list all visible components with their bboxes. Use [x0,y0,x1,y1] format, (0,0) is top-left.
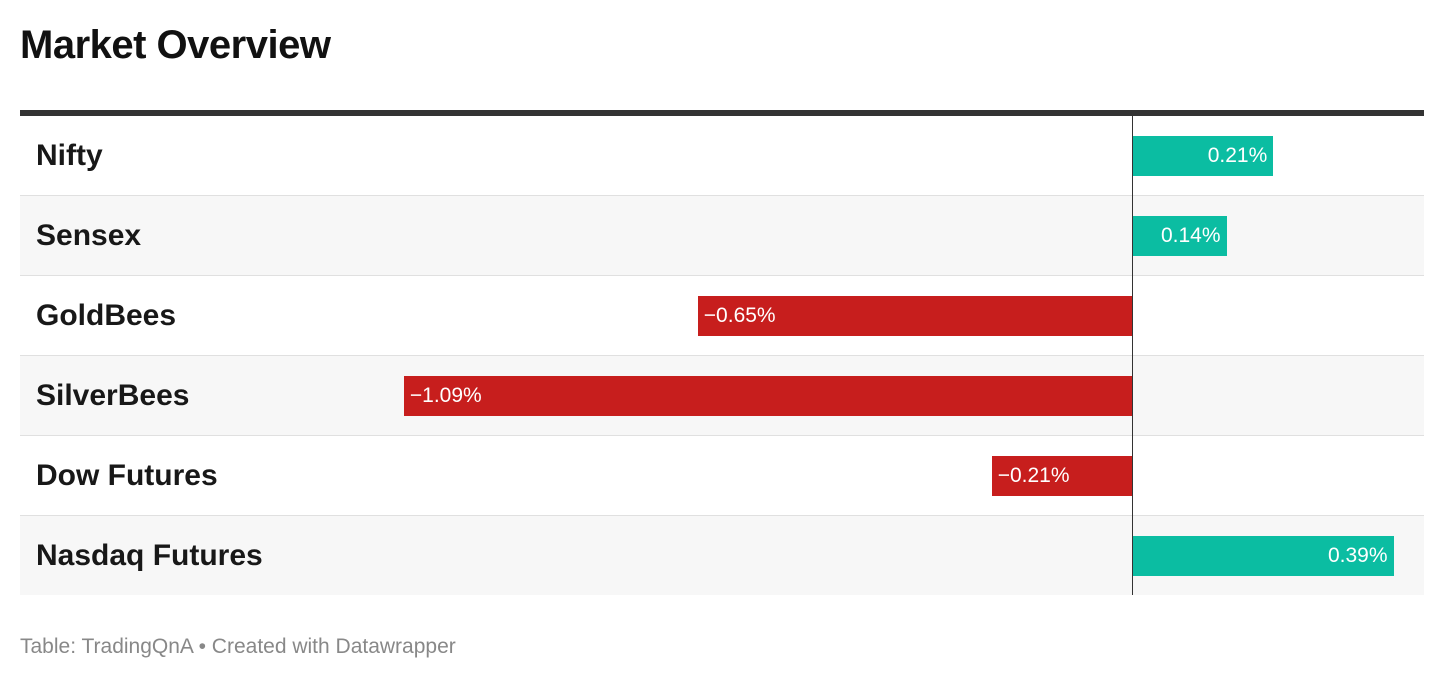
row-label: Sensex [36,219,142,252]
row-label: SilverBees [36,379,190,412]
value-bar: −0.21% [991,456,1132,496]
value-bar: −0.65% [697,296,1132,336]
table-row: GoldBees −0.65% [20,276,1424,356]
bar-value-label: −0.21% [997,464,1070,487]
bar-value-label: 0.21% [1207,144,1268,167]
row-label: Dow Futures [36,459,218,492]
zero-axis-line [1132,116,1133,595]
bar-value-label: −1.09% [409,384,482,407]
row-label: GoldBees [36,299,177,332]
market-table: Nifty 0.21% Sensex 0.14% GoldBees −0.65%… [20,110,1424,595]
value-bar: 0.14% [1133,216,1227,256]
bar-value-label: 0.14% [1160,224,1221,247]
table-row: Nifty 0.21% [20,116,1424,196]
value-bar: −1.09% [403,376,1132,416]
table-row: Nasdaq Futures 0.39% [20,516,1424,595]
row-label: Nifty [36,139,103,172]
table-row: SilverBees −1.09% [20,356,1424,436]
bar-value-label: 0.39% [1327,544,1388,567]
source-footer: Table: TradingQnA • Created with Datawra… [20,635,456,658]
row-label: Nasdaq Futures [36,539,263,572]
bar-value-label: −0.65% [703,304,776,327]
page-title: Market Overview [20,23,331,67]
table-row: Sensex 0.14% [20,196,1424,276]
value-bar: 0.39% [1133,536,1394,576]
value-bar: 0.21% [1133,136,1274,176]
table-row: Dow Futures −0.21% [20,436,1424,516]
